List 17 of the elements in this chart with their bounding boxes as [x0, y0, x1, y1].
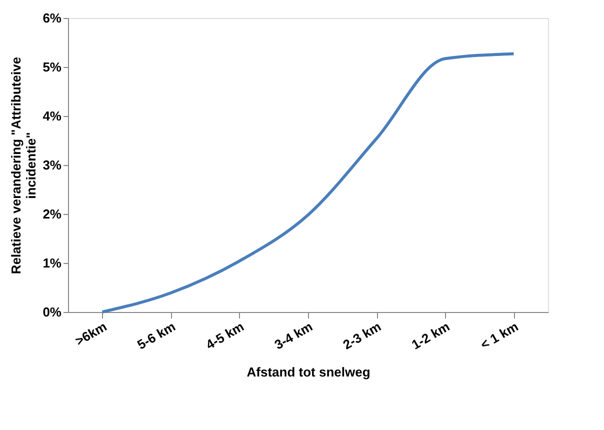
- x-tick-label: >6km: [72, 318, 110, 349]
- x-tick-label: 4-5 km: [203, 318, 246, 352]
- y-axis-title: Relatieve verandering "Attributeive incidentie": [8, 56, 39, 274]
- y-tick-label: 2%: [42, 206, 62, 222]
- line-series: [100, 52, 516, 314]
- y-tick-label: 0%: [42, 304, 62, 320]
- y-tick-label: 3%: [42, 158, 62, 172]
- x-tick-label: 5-6 km: [134, 318, 178, 352]
- x-tick-label: 3-4 km: [272, 318, 315, 352]
- x-tick-label: < 1 km: [478, 318, 521, 352]
- x-tick-label: 1-2 km: [408, 318, 452, 352]
- x-axis-title: Afstand tot snelweg: [246, 364, 370, 380]
- y-tick-label: 6%: [42, 10, 62, 26]
- y-tick-label: 1%: [42, 256, 62, 270]
- x-tick-label: 2-3 km: [340, 318, 384, 352]
- y-tick-label: 4%: [42, 108, 62, 124]
- y-tick-label: 5%: [42, 60, 62, 74]
